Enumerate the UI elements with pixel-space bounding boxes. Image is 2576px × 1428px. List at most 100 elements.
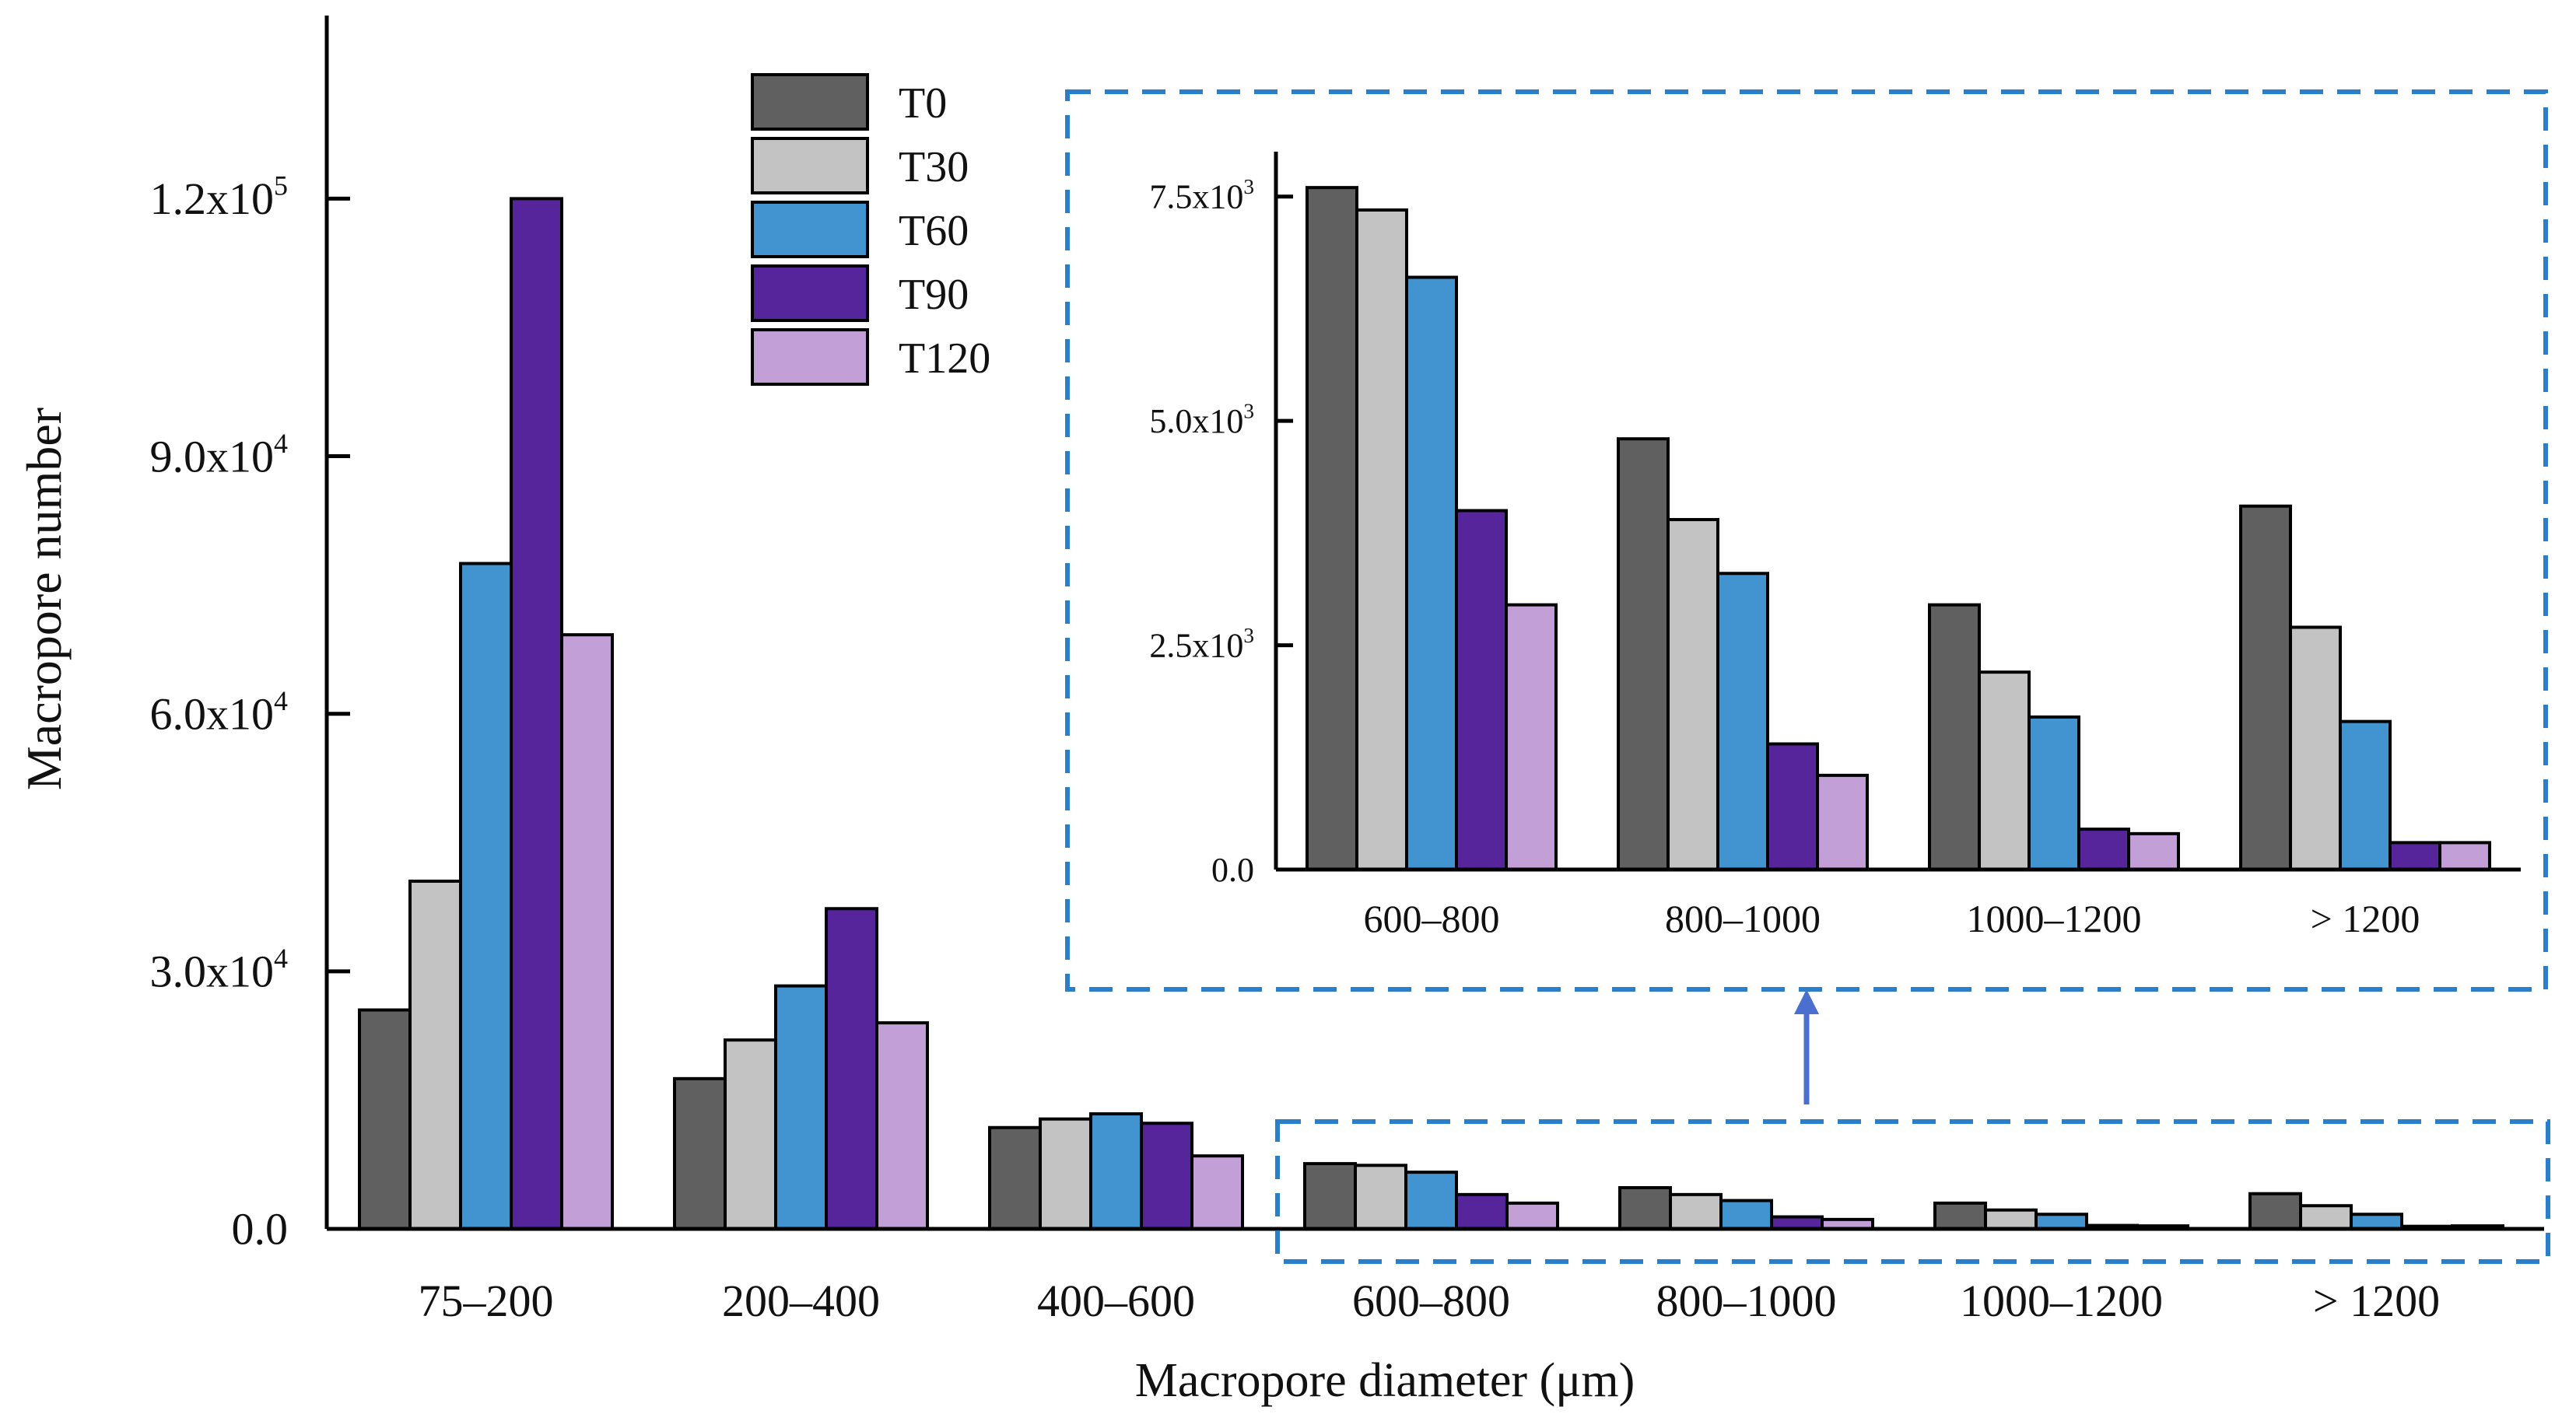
bar-t30-75-200 [408, 879, 462, 1230]
y-tick-mantissa: 0.0 [1211, 851, 1254, 889]
legend-swatch-t90 [751, 264, 869, 322]
legend-label-t90: T90 [899, 271, 969, 319]
bar-t0-1200 [2248, 1192, 2302, 1230]
bar-t60-400-600 [1089, 1112, 1143, 1230]
y-tick-exponent: 4 [274, 428, 288, 459]
legend-swatch-t0 [751, 73, 869, 131]
bar-t90-75-200 [510, 197, 563, 1230]
bar-t30-600-800 [1354, 1164, 1407, 1231]
x-tick-label: 200–400 [722, 1276, 880, 1326]
legend-swatch-t60 [751, 201, 869, 258]
bar-t0-200-400 [673, 1076, 727, 1230]
bar-group-800-1000 [1618, 1186, 1874, 1231]
bar-t120-400-600 [1190, 1154, 1244, 1231]
inset-bar-group-600-800 [1306, 186, 1558, 871]
y-tick-mantissa: 9.0x10 [150, 431, 275, 481]
bar-t60-200-400 [774, 984, 828, 1231]
bar-t0-1000-1200 [1933, 1201, 1987, 1231]
inset-bar-t30-600-800 [1355, 208, 1408, 871]
bar-t90-600-800 [1455, 1192, 1509, 1231]
bar-t30-1200 [2299, 1204, 2353, 1231]
bar-t60-600-800 [1404, 1171, 1458, 1230]
bar-t30-1000-1200 [1984, 1208, 2038, 1230]
inset-x-tick-label: 800–1000 [1665, 897, 1821, 940]
bar-t30-200-400 [724, 1038, 777, 1230]
bar-t30-400-600 [1039, 1117, 1092, 1230]
x-tick-label: > 1200 [2313, 1276, 2440, 1326]
inset-x-tick-label: 600–800 [1364, 897, 1500, 940]
y-tick-label: 9.0x104 [150, 428, 289, 481]
bar-group-400-600 [988, 1112, 1244, 1231]
zoom-arrow-head [1794, 989, 1819, 1014]
legend-label-t0: T0 [899, 79, 947, 128]
inset-bar-group-800-1000 [1617, 437, 1869, 872]
y-tick-label: 3.0x104 [150, 943, 289, 996]
bar-t60-800-1000 [1719, 1199, 1773, 1231]
inset-bar-t90-1000-1200 [2077, 828, 2130, 872]
bar-group-600-800 [1303, 1162, 1559, 1231]
inset-bar-t60-600-800 [1405, 275, 1458, 871]
bar-t0-600-800 [1303, 1162, 1357, 1230]
inset-bar-t90-800-1000 [1766, 742, 1819, 871]
bar-t120-600-800 [1505, 1201, 1559, 1231]
y-tick-label: 1.2x105 [150, 170, 288, 224]
bar-t120-200-400 [875, 1021, 929, 1230]
inset-bar-t90-600-800 [1455, 509, 1508, 871]
inset-bar-t120-1200 [2438, 841, 2491, 871]
inset-bar-t60-800-1000 [1716, 572, 1769, 871]
inset-bar-t60-1200 [2339, 719, 2392, 871]
inset-y-tick-label: 5.0x103 [1149, 400, 1254, 440]
y-tick-mantissa: 5.0x10 [1149, 402, 1243, 440]
y-tick-mantissa: 6.0x10 [150, 688, 275, 739]
inset-bar-t0-1200 [2239, 504, 2292, 871]
bar-t0-800-1000 [1618, 1186, 1672, 1230]
y-tick-mantissa: 0.0 [232, 1204, 289, 1255]
bar-t90-400-600 [1140, 1122, 1193, 1230]
bar-group-200-400 [673, 907, 929, 1231]
inset-y-tick-label: 2.5x103 [1149, 624, 1254, 664]
bar-t120-75-200 [560, 633, 614, 1230]
inset-bar-t120-800-1000 [1816, 773, 1869, 872]
y-tick-mantissa: 7.5x10 [1149, 178, 1243, 216]
y-tick-mantissa: 3.0x10 [150, 947, 275, 997]
bar-t90-200-400 [825, 907, 878, 1230]
inset-bar-t30-1000-1200 [1978, 670, 2031, 871]
bar-t60-75-200 [459, 562, 513, 1230]
x-axis-title: Macropore diameter (μm) [1135, 1354, 1635, 1407]
legend-label-t120: T120 [899, 334, 990, 383]
bar-t60-1200 [2350, 1213, 2403, 1231]
inset-bar-t0-600-800 [1306, 186, 1358, 871]
x-tick-label: 75–200 [419, 1276, 554, 1326]
x-tick-label: 400–600 [1037, 1276, 1195, 1326]
inset-bar-t30-1200 [2289, 625, 2342, 871]
inset-bar-t90-1200 [2388, 841, 2441, 871]
inset-bar-t120-1000-1200 [2127, 831, 2180, 871]
x-tick-label: 1000–1200 [1960, 1276, 2163, 1326]
inset-y-tick-label: 7.5x103 [1149, 175, 1254, 215]
y-tick-exponent: 5 [274, 170, 288, 201]
bar-t0-400-600 [988, 1125, 1042, 1230]
y-tick-exponent: 4 [274, 943, 288, 974]
y-tick-label: 0.0 [232, 1204, 289, 1255]
bar-group-75-200 [358, 197, 614, 1231]
y-axis-title: Macropore number [16, 408, 72, 790]
bar-group-1200 [2248, 1192, 2504, 1231]
zoom-source-box [1275, 1119, 2550, 1264]
x-tick-label: 800–1000 [1656, 1276, 1837, 1326]
y-tick-exponent: 3 [1243, 624, 1254, 647]
legend-label-t60: T60 [899, 207, 969, 255]
inset-bar-t120-600-800 [1505, 603, 1558, 871]
inset-bar-t30-800-1000 [1667, 518, 1719, 871]
inset-y-tick-label: 0.0 [1211, 851, 1254, 889]
y-tick-mantissa: 1.2x10 [150, 173, 275, 224]
zoom-annotations [1065, 89, 2550, 1264]
y-tick-label: 6.0x104 [150, 685, 289, 739]
legend-swatch-t120 [751, 328, 869, 386]
bar-group-1000-1200 [1933, 1201, 2189, 1231]
y-tick-exponent: 3 [1243, 175, 1254, 198]
bar-t30-800-1000 [1669, 1192, 1723, 1231]
inset-x-tick-label: > 1200 [2311, 897, 2420, 940]
